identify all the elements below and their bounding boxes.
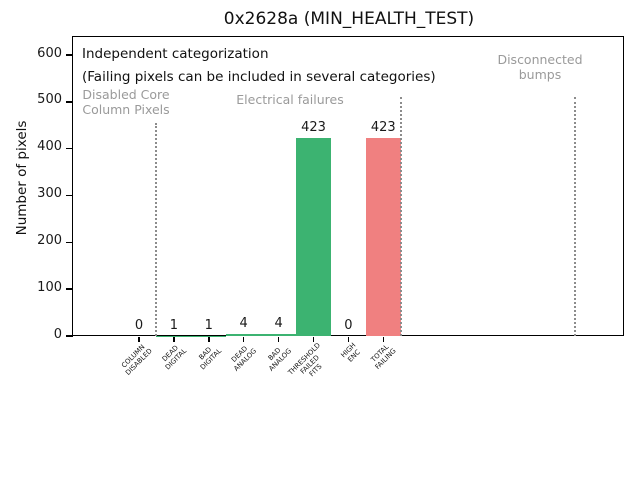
y-tick-label: 200 (37, 232, 62, 248)
bar-value-label: 4 (239, 316, 248, 332)
y-tick-label: 0 (53, 326, 62, 342)
x-tick-label: THRESHOLD FAILED FITS (287, 341, 324, 378)
section-label: Electrical failures (236, 92, 344, 107)
y-tick-label: 400 (37, 139, 62, 155)
section-label: Disabled Core Column Pixels (82, 87, 170, 117)
x-tick-label: DEAD ANALOG (230, 344, 259, 373)
bar-value-label: 1 (169, 317, 179, 333)
section-divider (574, 97, 577, 336)
bar-value-label: 1 (204, 317, 213, 333)
chart-title: 0x2628a (MIN_HEALTH_TEST) (223, 9, 475, 29)
y-tick-mark (66, 241, 73, 244)
bar-value-label: 4 (274, 316, 283, 332)
x-tick-label: TOTAL FAILING (369, 342, 398, 371)
annotation-independent-categorization: Independent categorization (82, 46, 269, 62)
section-divider (399, 97, 402, 336)
y-tick-label: 100 (37, 279, 62, 295)
y-axis-label: Number of pixels (14, 120, 30, 236)
bar-threshold-failed-fits (296, 137, 331, 336)
bar-dead-analog (226, 334, 262, 336)
x-tick-mark (242, 336, 245, 342)
bar-total-failing (365, 137, 401, 336)
y-tick-mark (66, 194, 73, 197)
section-divider (155, 122, 158, 336)
x-tick-label: BAD DIGITAL (197, 345, 224, 372)
y-tick-mark (66, 335, 73, 337)
x-tick-label: COLUMN DISABLED (119, 343, 154, 377)
y-tick-label: 300 (37, 186, 62, 201)
bar-value-label: 423 (301, 119, 326, 135)
bar-value-label: 423 (370, 119, 396, 135)
section-label: Disconnected bumps (497, 52, 583, 82)
y-tick-label: 500 (37, 92, 62, 108)
bar-value-label: 0 (134, 318, 144, 333)
bar-value-label: 0 (344, 318, 353, 333)
y-tick-mark (66, 288, 73, 290)
x-tick-label: DEAD DIGITAL (160, 343, 189, 372)
y-tick-mark (66, 54, 73, 56)
x-tick-mark (277, 336, 280, 342)
y-tick-mark (66, 101, 73, 103)
x-tick-mark (138, 336, 140, 342)
y-tick-mark (66, 147, 73, 150)
x-tick-mark (382, 336, 385, 342)
bar-bad-analog (261, 334, 297, 336)
plot-area (72, 36, 624, 336)
x-tick-mark (208, 336, 210, 342)
annotation-failing-pixels-note: (Failing pixels can be included in sever… (82, 69, 436, 85)
x-tick-mark (312, 336, 315, 342)
x-tick-label: HIGH ENC (339, 341, 362, 364)
x-tick-mark (173, 336, 175, 342)
y-tick-label: 600 (37, 45, 62, 61)
x-tick-mark (347, 336, 350, 342)
